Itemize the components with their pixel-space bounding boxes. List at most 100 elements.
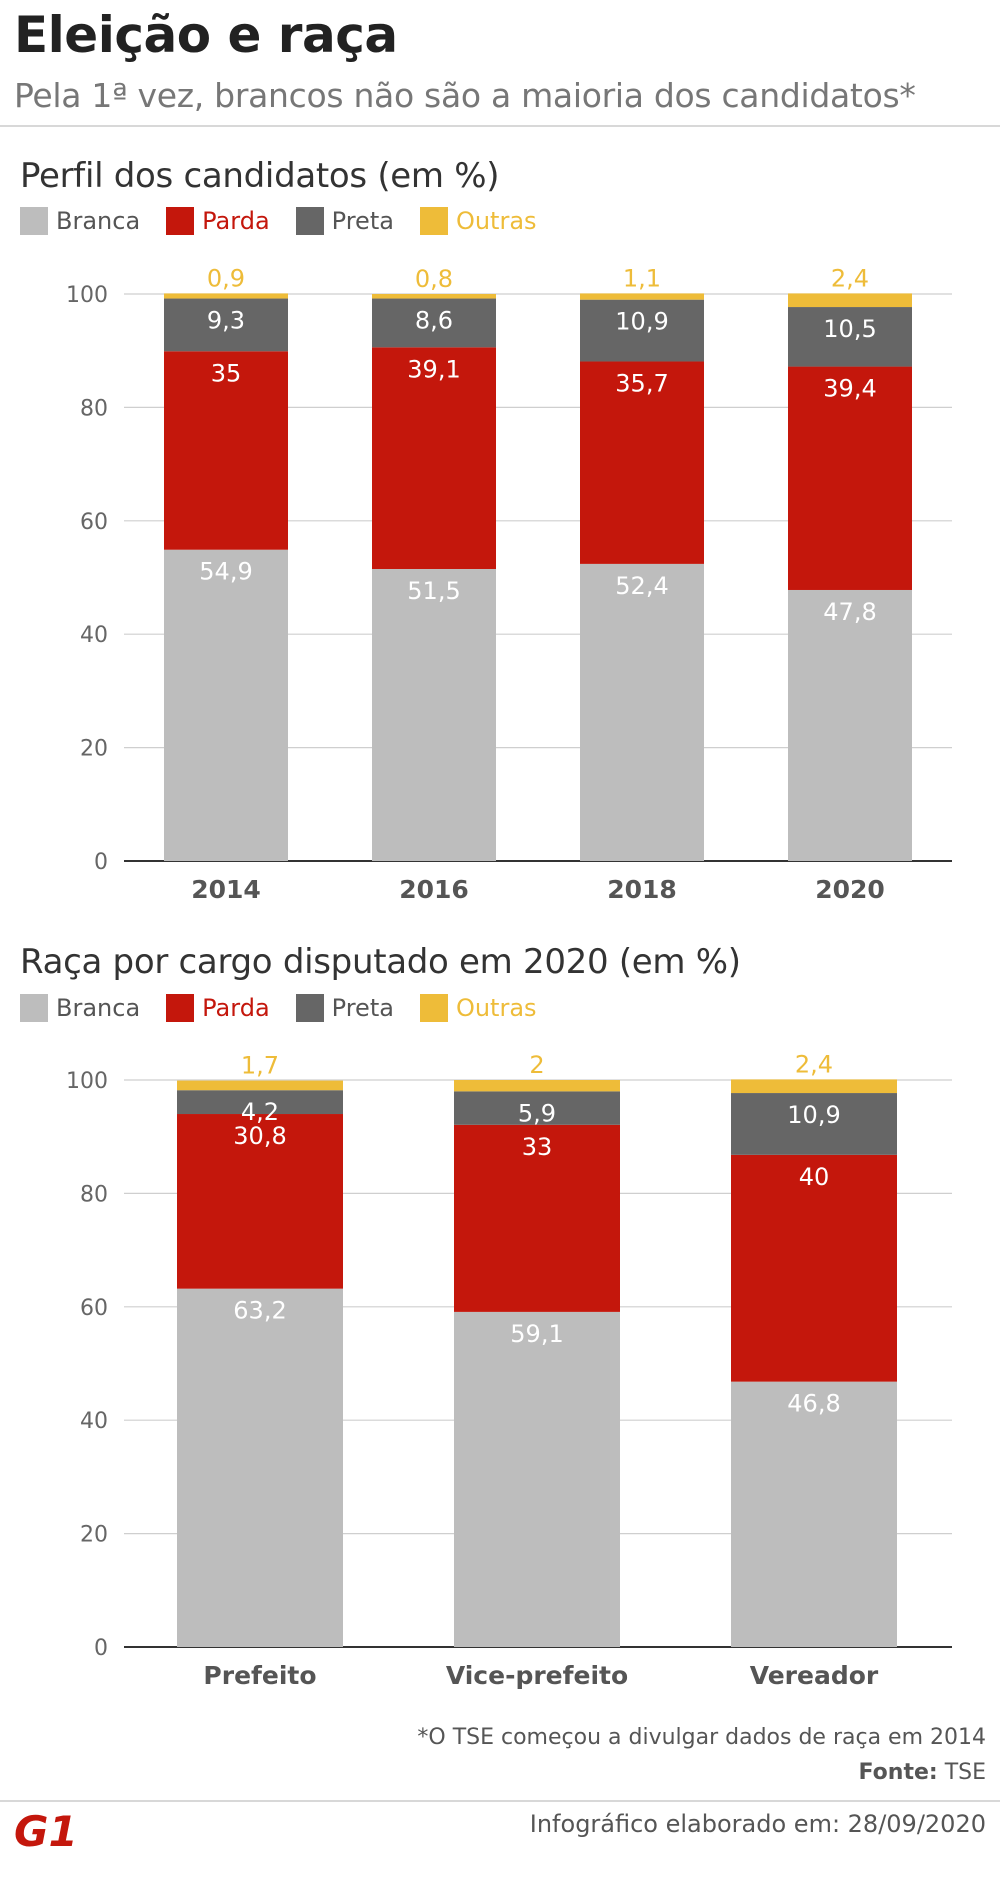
chart2-category-label: Vice-prefeito [446, 1661, 628, 1690]
chart2-ytick-label: 20 [80, 1523, 108, 1548]
chart1-category-label: 2016 [399, 875, 469, 904]
chart2-data-label: 40 [799, 1163, 830, 1191]
legend-label-branca: Branca [56, 207, 141, 235]
legend2-label-parda: Parda [202, 994, 270, 1022]
legend2-swatch-preta [295, 994, 324, 1022]
legend-item-preta: Preta [295, 207, 394, 235]
chart2-bar-branca [454, 1311, 620, 1647]
chart2-title: Raça por cargo disputado em 2020 (em %) [20, 942, 741, 982]
chart2-bar-outras [454, 1080, 620, 1092]
chart2-data-label: 10,9 [787, 1101, 840, 1129]
chart2-ytick-label: 80 [80, 1182, 108, 1207]
legend-swatch-branca [20, 207, 48, 235]
chart1-data-label: 39,4 [823, 375, 876, 403]
legend-label-parda: Parda [202, 207, 270, 235]
chart1-bar-parda [580, 361, 704, 564]
legend2-label-branca: Branca [56, 994, 141, 1022]
legend2-swatch-parda [166, 994, 195, 1022]
g1-logo: G1 [14, 1807, 78, 1852]
chart1-bar-parda [788, 366, 912, 590]
chart1-category-label: 2014 [191, 875, 261, 904]
chart1-data-label: 2,4 [831, 264, 869, 292]
chart1-ytick-label: 20 [80, 737, 108, 762]
chart2-data-label: 2,4 [795, 1050, 833, 1078]
chart1-bar-preta [164, 298, 288, 352]
chart2-data-label: 30,8 [233, 1122, 286, 1150]
chart2-bar-parda [731, 1154, 897, 1382]
chart1-bar-parda [164, 351, 288, 550]
footer-divider [0, 1800, 1000, 1802]
chart2-plot: 0 20 40 60 80 100 63,2 30,84,2 1,7 Prefeito 59,1 33… [66, 1050, 952, 1690]
legend-label-outras: Outras [455, 207, 537, 235]
legend-label-preta: Preta [331, 207, 394, 235]
legend-item-outras: Outras [419, 207, 537, 235]
g1-logo-text: G1 [14, 1807, 78, 1852]
chart1-bar-outras [372, 294, 496, 299]
chart2-data-label: 2 [529, 1051, 544, 1079]
legend2-item-parda: Parda [166, 994, 270, 1022]
source-line: Fonte: TSE [859, 1760, 986, 1785]
chart1-data-label: 0,9 [207, 264, 245, 292]
chart1-title: Perfil dos candidatos (em %) [20, 156, 500, 196]
chart2-ytick-label: 0 [94, 1636, 108, 1661]
chart1-ytick-label: 40 [80, 623, 108, 648]
legend-swatch-preta [295, 207, 324, 235]
header-divider [0, 125, 1000, 127]
chart1-plot: 0 20 40 60 80 100 54,9 35 9,3 0,9 2014 51,5 39,1 8,6 0… [66, 264, 952, 904]
chart2-data-label: 4,2 [241, 1098, 279, 1126]
chart2-data-label: 59,1 [510, 1320, 563, 1348]
chart2-ytick-label: 60 [80, 1296, 108, 1321]
legend2-label-preta: Preta [331, 994, 394, 1022]
chart1-bar-parda [372, 347, 496, 569]
chart1-bar-branca [788, 589, 912, 861]
chart2-bar-branca [731, 1381, 897, 1647]
legend2-label-outras: Outras [455, 994, 537, 1022]
chart1-bar-outras [164, 293, 288, 299]
chart2-data-label: 5,9 [518, 1099, 556, 1127]
chart1-ytick-label: 0 [94, 850, 108, 875]
chart1-bar-preta [788, 307, 912, 367]
chart2-data-label: 63,2 [233, 1297, 286, 1325]
chart1-data-label: 1,1 [623, 264, 661, 292]
chart2-bar-parda [177, 1114, 343, 1289]
source-value: TSE [944, 1760, 986, 1785]
chart2-data-label: 33 [522, 1133, 553, 1161]
chart1-data-label: 0,8 [415, 265, 453, 293]
page-subtitle: Pela 1ª vez, brancos não são a maioria d… [14, 76, 916, 115]
chart2-bar-outras [177, 1080, 343, 1091]
chart1-category-label: 2018 [607, 875, 677, 904]
chart2-bar-parda [454, 1124, 620, 1312]
chart1-bar-preta [580, 299, 704, 362]
legend-swatch-parda [166, 207, 195, 235]
chart2-bar-preta [177, 1090, 343, 1115]
chart1-data-label: 8,6 [415, 307, 453, 335]
chart1-ytick-label: 80 [80, 396, 108, 421]
chart2-data-label: 46,8 [787, 1390, 840, 1418]
footnote: *O TSE começou a divulgar dados de raça … [417, 1725, 986, 1750]
chart1-data-label: 51,5 [407, 577, 460, 605]
legend2-swatch-outras [419, 994, 448, 1022]
chart2-bar-outras [731, 1079, 897, 1094]
chart1-bar-outras [788, 293, 912, 308]
chart1-data-label: 9,3 [207, 307, 245, 335]
chart1-data-label: 54,9 [199, 558, 252, 586]
chart2-category-label: Vereador [750, 1661, 879, 1690]
chart2-ytick-label: 100 [66, 1069, 108, 1094]
chart1-data-label: 35,7 [615, 369, 668, 397]
legend2-swatch-branca [20, 994, 48, 1022]
chart1-bar-branca [164, 549, 288, 861]
chart2-ytick-label: 40 [80, 1409, 108, 1434]
chart2-category-label: Prefeito [203, 1661, 316, 1690]
chart2-legend: Branca Parda Preta Outras [20, 993, 563, 1023]
chart2-bar-branca [177, 1288, 343, 1647]
chart2-bar-preta [454, 1091, 620, 1125]
chart1-bar-branca [580, 563, 704, 861]
chart2-data-label: 1,7 [241, 1052, 279, 1080]
chart1-data-label: 10,9 [615, 308, 668, 336]
chart-date: Infográfico elaborado em: 28/09/2020 [529, 1810, 986, 1838]
source-label: Fonte: [858, 1760, 938, 1785]
page-title: Eleição e raça [14, 6, 398, 64]
chart1-ytick-label: 100 [66, 283, 108, 308]
chart1-bar-preta [372, 298, 496, 348]
chart1-legend: Branca Parda Preta Outras [20, 206, 563, 236]
